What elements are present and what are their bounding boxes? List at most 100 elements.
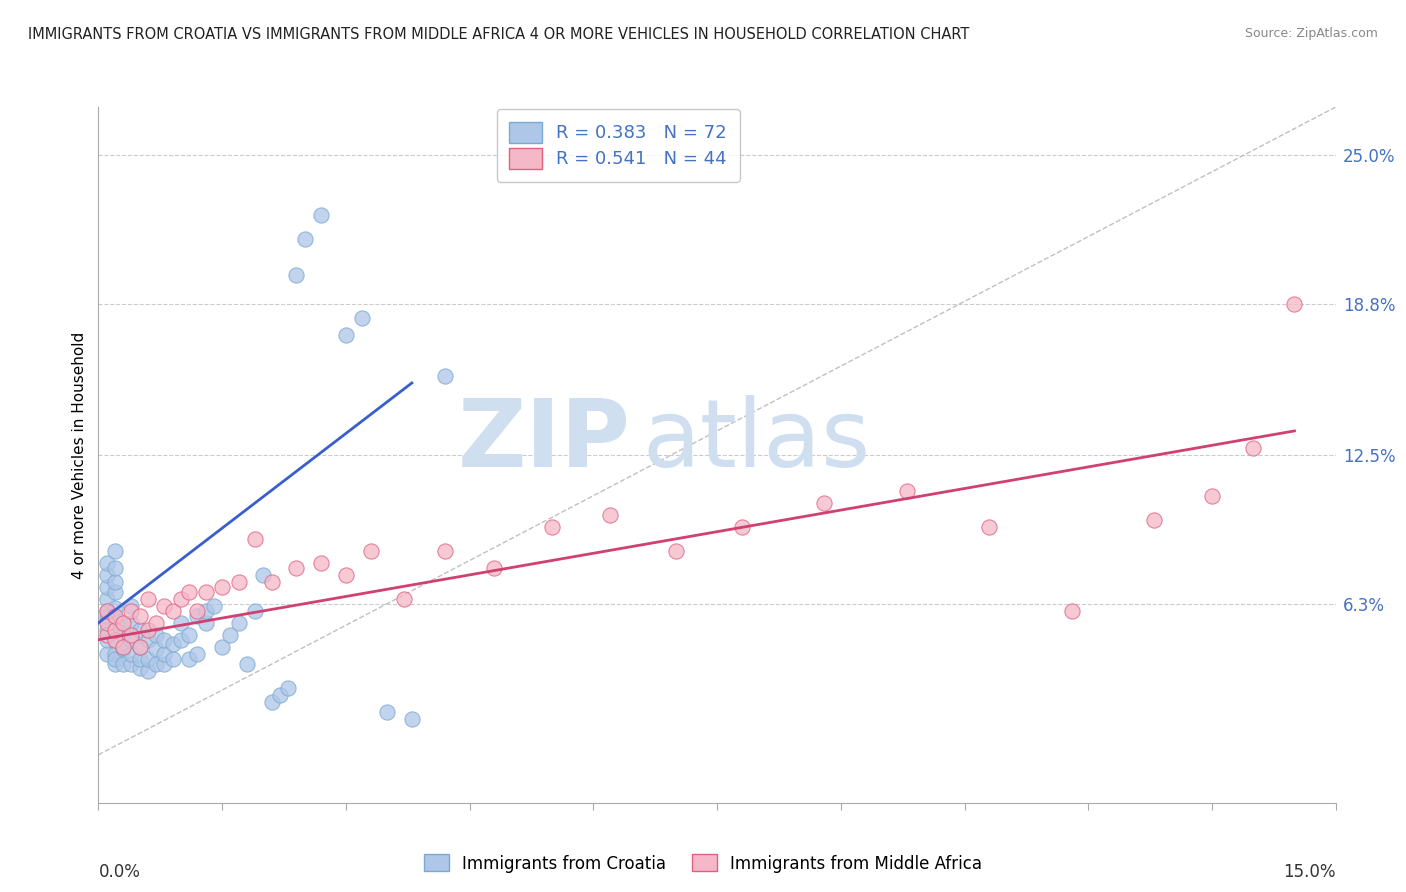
Point (104, 584, 127, 599)
Point (285, 268, 308, 282)
Point (211, 580, 233, 594)
Legend: Immigrants from Croatia, Immigrants from Middle Africa: Immigrants from Croatia, Immigrants from… (418, 847, 988, 880)
Point (128, 652, 150, 666)
Point (104, 544, 127, 558)
Point (153, 647, 176, 661)
Point (1284, 297, 1306, 311)
Text: atlas: atlas (643, 395, 872, 487)
Point (979, 520, 1001, 534)
Point (128, 640, 150, 654)
Point (1060, 604, 1083, 618)
Point (211, 640, 233, 654)
Point (112, 628, 135, 642)
Point (1201, 489, 1223, 503)
Point (112, 642, 135, 657)
Point (186, 608, 208, 623)
Point (96, 623, 118, 637)
Point (120, 599, 142, 613)
Point (96, 628, 118, 642)
Point (236, 657, 259, 671)
Point (104, 647, 127, 661)
Point (219, 628, 242, 642)
Point (136, 664, 159, 678)
Point (202, 599, 225, 613)
Point (128, 623, 150, 637)
Point (194, 584, 217, 599)
Point (153, 599, 176, 613)
Point (194, 604, 217, 618)
Point (96, 604, 118, 618)
Point (896, 483, 918, 498)
Point (260, 695, 283, 709)
Point (96, 647, 118, 661)
Point (162, 604, 184, 618)
Point (179, 652, 201, 666)
Text: IMMIGRANTS FROM CROATIA VS IMMIGRANTS FROM MIDDLE AFRICA 4 OR MORE VEHICLES IN H: IMMIGRANTS FROM CROATIA VS IMMIGRANTS FR… (28, 27, 970, 42)
Point (335, 567, 357, 582)
Point (112, 640, 135, 654)
Point (309, 556, 332, 570)
Point (309, 208, 332, 222)
Point (170, 591, 193, 606)
Point (170, 632, 193, 647)
Point (1143, 513, 1166, 527)
Point (243, 532, 266, 546)
Point (104, 657, 127, 671)
Point (104, 608, 127, 623)
Point (136, 623, 159, 637)
Point (120, 628, 142, 642)
Point (153, 632, 176, 647)
Point (228, 615, 250, 630)
Point (128, 640, 150, 654)
Point (170, 615, 193, 630)
Point (96, 591, 118, 606)
Text: 0.0%: 0.0% (98, 863, 141, 880)
Point (104, 560, 127, 574)
Point (112, 615, 135, 630)
Point (96, 615, 118, 630)
Point (145, 642, 167, 657)
Point (194, 615, 217, 630)
Point (392, 591, 415, 606)
Y-axis label: 4 or more Vehicles in Household: 4 or more Vehicles in Household (72, 331, 87, 579)
Point (145, 657, 167, 671)
Text: Source: ZipAtlas.com: Source: ZipAtlas.com (1244, 27, 1378, 40)
Point (153, 657, 176, 671)
Point (104, 652, 127, 666)
Point (104, 575, 127, 590)
Point (360, 544, 382, 558)
Legend: R = 0.383   N = 72, R = 0.541   N = 44: R = 0.383 N = 72, R = 0.541 N = 44 (496, 109, 740, 181)
Point (1241, 441, 1264, 455)
Point (252, 567, 274, 582)
Text: 15.0%: 15.0% (1284, 863, 1336, 880)
Point (294, 232, 316, 246)
Point (96, 632, 118, 647)
Point (120, 615, 142, 630)
Point (401, 712, 423, 726)
Point (186, 647, 208, 661)
Point (120, 657, 142, 671)
Point (120, 632, 142, 647)
Point (335, 328, 357, 343)
Point (228, 575, 250, 590)
Point (186, 604, 208, 618)
Point (665, 544, 688, 558)
Point (599, 508, 621, 522)
Point (96, 556, 118, 570)
Point (104, 623, 127, 637)
Point (162, 637, 184, 651)
Point (96, 614, 118, 628)
Point (112, 640, 135, 654)
Point (128, 608, 150, 623)
Point (541, 520, 564, 534)
Point (260, 575, 283, 590)
Point (731, 520, 754, 534)
Point (104, 632, 127, 647)
Point (120, 604, 142, 618)
Point (243, 604, 266, 618)
Point (375, 705, 398, 719)
Point (104, 623, 127, 637)
Point (112, 657, 135, 671)
Point (136, 591, 159, 606)
Point (813, 496, 835, 510)
